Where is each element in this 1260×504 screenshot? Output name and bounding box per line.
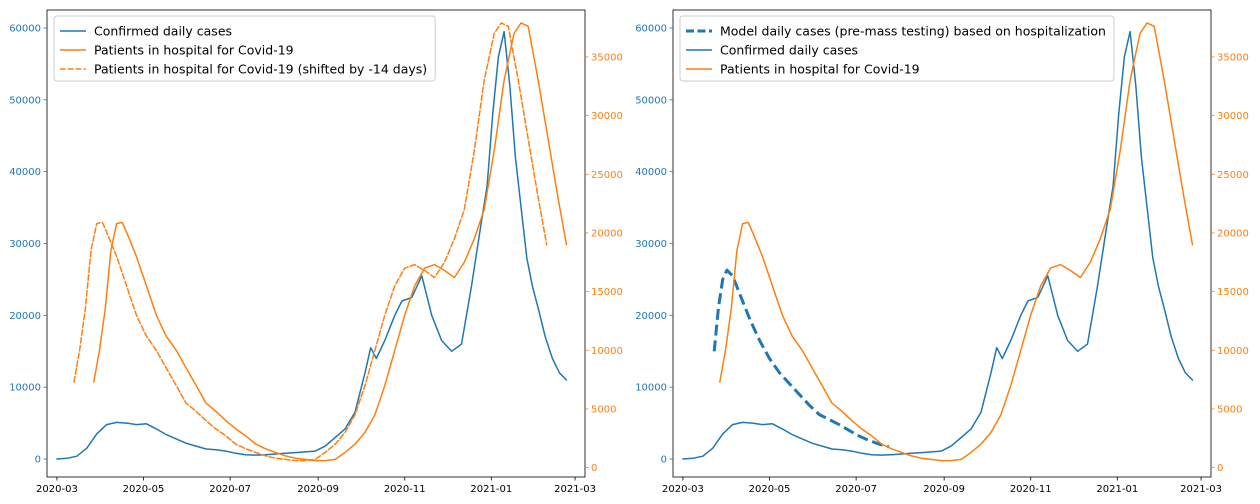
right-y-tick-label: 10000 xyxy=(1217,346,1249,357)
series-line-model-daily-cases-pre-mass-testing-based-on-hospitalization-thick-dashed xyxy=(712,268,890,449)
left-y-tick-label: 40000 xyxy=(635,167,667,178)
left-y-tick-label: 0 xyxy=(661,455,667,466)
x-tick-label: 2020-05 xyxy=(749,484,791,495)
x-tick-label: 2021-03 xyxy=(1180,484,1222,495)
legend-label-patients-in-hospital-for-covid-19: Patients in hospital for Covid-19 xyxy=(94,43,294,58)
legend-label-confirmed-daily-cases: Confirmed daily cases xyxy=(94,24,232,39)
x-tick-label: 2021-03 xyxy=(554,484,596,495)
series-line-patients-in-hospital-for-covid-19 xyxy=(719,22,1194,462)
right-y-tick-label: 0 xyxy=(1217,463,1223,474)
legend-label-patients-in-hospital-for-covid-19-shifted-by-14-days: Patients in hospital for Covid-19 (shift… xyxy=(94,62,427,77)
legend-label-confirmed-daily-cases: Confirmed daily cases xyxy=(720,43,858,58)
left-y-tick-label: 10000 xyxy=(635,383,667,394)
left-y-tick-label: 20000 xyxy=(9,311,41,322)
right-y-tick-label: 5000 xyxy=(591,404,616,415)
right-y-tick-label: 15000 xyxy=(591,287,623,298)
left-y-tick-label: 30000 xyxy=(9,239,41,250)
left-y-tick-label: 50000 xyxy=(9,95,41,106)
x-tick-label: 2020-11 xyxy=(384,484,426,495)
x-tick-label: 2020-07 xyxy=(209,484,251,495)
right-y-tick-label: 30000 xyxy=(1217,111,1249,122)
x-tick-label: 2020-09 xyxy=(923,484,965,495)
left-y-tick-label: 10000 xyxy=(9,383,41,394)
right-y-tick-label: 25000 xyxy=(591,170,623,181)
right-y-tick-label: 15000 xyxy=(1217,287,1249,298)
x-tick-label: 2020-05 xyxy=(123,484,165,495)
right-y-tick-label: 10000 xyxy=(591,346,623,357)
left-y-tick-label: 60000 xyxy=(635,23,667,34)
x-tick-label: 2020-07 xyxy=(835,484,877,495)
series-line-patients-in-hospital-for-covid-19-shifted-by-14-days-dashed xyxy=(73,22,548,462)
right-y-tick-label: 30000 xyxy=(591,111,623,122)
right-chart-panel: 2020-03 2020-05 2020-07 2020-09 2020-11 2021-… xyxy=(635,9,1249,495)
left-chart-panel: 2020-03 2020-05 2020-07 2020-09 2020-11 2021-… xyxy=(9,9,623,495)
left-y-tick-label: 20000 xyxy=(635,311,667,322)
x-tick-label: 2020-09 xyxy=(297,484,339,495)
left-y-tick-label: 30000 xyxy=(635,239,667,250)
left-y-tick-label: 60000 xyxy=(9,23,41,34)
series-line-patients-in-hospital-for-covid-19 xyxy=(93,22,568,462)
legend-frame xyxy=(679,15,1115,82)
legend-frame xyxy=(53,15,436,82)
left-y-tick-label: 40000 xyxy=(9,167,41,178)
left-y-tick-label: 0 xyxy=(35,455,41,466)
x-tick-label: 2020-11 xyxy=(1010,484,1052,495)
series-line-confirmed-daily-cases xyxy=(56,30,568,460)
series-line-confirmed-daily-cases xyxy=(682,30,1194,460)
left-y-tick-label: 50000 xyxy=(635,95,667,106)
right-y-tick-label: 5000 xyxy=(1217,404,1242,415)
right-y-tick-label: 20000 xyxy=(1217,228,1249,239)
right-y-tick-label: 25000 xyxy=(1217,170,1249,181)
right-y-tick-label: 35000 xyxy=(1217,52,1249,63)
x-tick-label: 2020-03 xyxy=(662,484,704,495)
right-y-tick-label: 0 xyxy=(591,463,597,474)
legend: Confirmed daily cases Patients in hospita… xyxy=(53,15,436,82)
x-tick-label: 2021-01 xyxy=(470,484,512,495)
right-y-tick-label: 35000 xyxy=(591,52,623,63)
legend: Model daily cases (pre-mass testing) bas… xyxy=(679,15,1115,82)
x-tick-label: 2020-03 xyxy=(36,484,78,495)
x-tick-label: 2021-01 xyxy=(1096,484,1138,495)
legend-label-patients-in-hospital-for-covid-19: Patients in hospital for Covid-19 xyxy=(720,62,920,77)
legend-label-model-daily-cases-pre-mass-testing-based-on-hospitalization: Model daily cases (pre-mass testing) bas… xyxy=(720,24,1106,39)
right-y-tick-label: 20000 xyxy=(591,228,623,239)
